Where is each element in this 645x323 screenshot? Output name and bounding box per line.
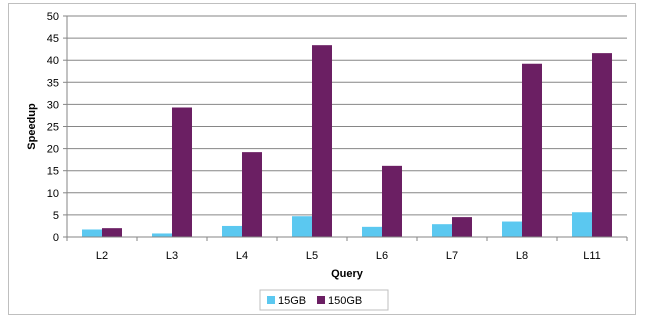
y-tick-label: 20 — [47, 144, 59, 156]
y-tick-label: 15 — [47, 166, 59, 178]
x-tick-label: L4 — [236, 250, 248, 262]
bar-15gb-l3 — [152, 233, 172, 237]
bar-150gb-l3 — [172, 107, 192, 237]
bar-15gb-l6 — [362, 226, 382, 237]
bar-150gb-l2 — [102, 228, 122, 237]
y-axis-ticks: 0 5 10 15 20 25 30 35 40 45 50 — [47, 11, 67, 244]
gridlines — [67, 15, 627, 216]
y-tick-label: 35 — [47, 77, 59, 89]
legend: 15GB 150GB — [259, 289, 389, 311]
y-axis-label: Speedup — [26, 103, 38, 150]
x-axis-ticks: L2 L3 L4 L5 L6 L7 L8 L11 — [66, 237, 628, 262]
y-tick-label: 25 — [47, 122, 59, 134]
bar-15gb-l5 — [292, 216, 312, 237]
legend-swatch-15gb — [267, 296, 275, 304]
x-tick-label: L8 — [516, 250, 528, 262]
y-tick-label: 40 — [47, 55, 59, 67]
y-tick-label: 5 — [53, 210, 59, 222]
bar-150gb-l7 — [452, 217, 472, 237]
bar-15gb-l8 — [502, 221, 522, 237]
bar-15gb-l2 — [82, 229, 102, 237]
bar-150gb-l11 — [592, 53, 612, 238]
x-tick-label: L5 — [306, 250, 318, 262]
bar-chart: 0 5 10 15 20 25 30 35 40 45 50 L2 L3 L4 L5 L6 L7 L8 L11 S… — [26, 11, 628, 311]
bar-15gb-l11 — [572, 212, 592, 237]
bar-150gb-l4 — [242, 152, 262, 237]
bar-150gb-l6 — [382, 165, 402, 237]
chart-frame: 0 5 10 15 20 25 30 35 40 45 50 L2 L3 L4 L5 L6 L7 L8 L11 S… — [8, 3, 636, 315]
y-tick-label: 30 — [47, 99, 59, 111]
y-tick-label: 45 — [47, 33, 59, 45]
x-tick-label: L7 — [446, 250, 458, 262]
legend-label-15gb: 15GB — [278, 295, 306, 307]
x-tick-label: L6 — [376, 250, 388, 262]
x-tick-label: L11 — [583, 250, 601, 262]
y-tick-label: 10 — [47, 188, 59, 200]
bar-15gb-l4 — [222, 225, 242, 237]
bar-15gb-l7 — [432, 224, 452, 237]
bar-150gb-l5 — [312, 45, 332, 238]
x-axis-label: Query — [331, 268, 364, 280]
bars — [82, 45, 612, 238]
y-tick-label: 50 — [47, 11, 59, 23]
legend-label-150gb: 150GB — [328, 295, 362, 307]
bar-150gb-l8 — [522, 63, 542, 238]
x-tick-label: L2 — [96, 250, 108, 262]
y-tick-label: 0 — [53, 232, 59, 244]
x-tick-label: L3 — [166, 250, 178, 262]
legend-swatch-150gb — [317, 296, 325, 304]
